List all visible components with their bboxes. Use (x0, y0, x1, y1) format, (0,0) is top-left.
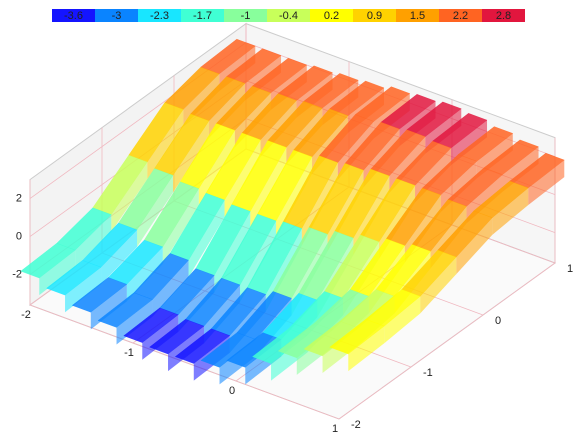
colorbar-label: 2.2 (453, 10, 468, 22)
colorbar-label: 0.2 (324, 10, 339, 22)
ribbon-top (329, 319, 385, 355)
ribbon-top (149, 319, 205, 355)
ribbon-top (46, 260, 102, 296)
y-tick-label: 0 (495, 315, 501, 327)
ribbon-wall (65, 267, 102, 313)
ribbon-wall (492, 187, 529, 235)
ribbon-top (20, 243, 76, 279)
ribbon-wall (101, 229, 138, 285)
x-tick-label: -2 (21, 309, 31, 321)
ribbon-wall (528, 160, 565, 206)
x-tick-label: 1 (332, 423, 338, 435)
ribbon-wall (152, 260, 189, 317)
colorbar-label: -3.6 (64, 10, 83, 22)
ribbon-top (123, 307, 179, 343)
ribbon-wall (420, 257, 457, 314)
ribbon-wall (126, 246, 163, 302)
ribbon-wall (384, 296, 421, 344)
colorbar-label: -1.7 (193, 10, 212, 22)
ribbon-wall (39, 250, 76, 296)
y-tick-label: 1 (567, 263, 573, 275)
ribbon-wall (250, 147, 287, 229)
grid-line (338, 262, 556, 420)
colorbar-cell (138, 9, 181, 22)
ribbon-wall (75, 214, 112, 268)
ribbon-top (174, 328, 231, 364)
colorbar-cell (181, 9, 224, 22)
ribbon-wall (214, 211, 251, 293)
colorbar-label: 2.8 (496, 10, 511, 22)
ribbon-wall (276, 156, 313, 239)
colorbar-cell (267, 9, 310, 22)
ribbon-wall (90, 284, 127, 330)
colorbar-cell (52, 9, 95, 22)
z-tick-label: -2 (12, 269, 22, 281)
z-tick-label: 0 (16, 231, 22, 243)
z-tick-label: 2 (16, 193, 22, 205)
colorbar-label: 0.9 (367, 10, 382, 22)
x-tick-label: -1 (124, 347, 134, 359)
colorbar-label: -1 (241, 10, 251, 22)
colorbar-label: -0.4 (279, 10, 298, 22)
ribbon-wall (348, 326, 385, 372)
ribbon-wall (173, 120, 210, 193)
colorbar-label: -3 (112, 10, 122, 22)
colorbar-cell (353, 9, 396, 22)
y-tick-label: -2 (351, 419, 361, 431)
ribbon-wall (188, 200, 225, 278)
ribbon-top (71, 277, 128, 313)
ribbon-wall (142, 314, 179, 360)
ribbon-wall (456, 217, 493, 275)
colorbar-cell (482, 9, 525, 22)
x-tick-label: 0 (229, 385, 235, 397)
colorbar-cell (396, 9, 439, 22)
ribbon-wall (147, 109, 184, 180)
grid-line (29, 304, 340, 420)
colorbar-label: 1.5 (410, 10, 425, 22)
ribbon-wall (162, 188, 199, 265)
colorbar-label: -2.3 (150, 10, 169, 22)
ribbon-top (97, 292, 153, 328)
ribbon-wall (240, 220, 277, 303)
ribbon-wall (137, 175, 174, 247)
colorbar-cell (95, 9, 138, 22)
colorbar-cell (310, 9, 353, 22)
ribbon-wall (111, 162, 148, 232)
ribbon-wall (224, 139, 261, 218)
ribbon-wall (116, 299, 153, 345)
colorbar-cell (439, 9, 482, 22)
ribbon-wall (198, 130, 235, 206)
colorbar-cell (224, 9, 267, 22)
y-tick-label: -1 (423, 367, 433, 379)
